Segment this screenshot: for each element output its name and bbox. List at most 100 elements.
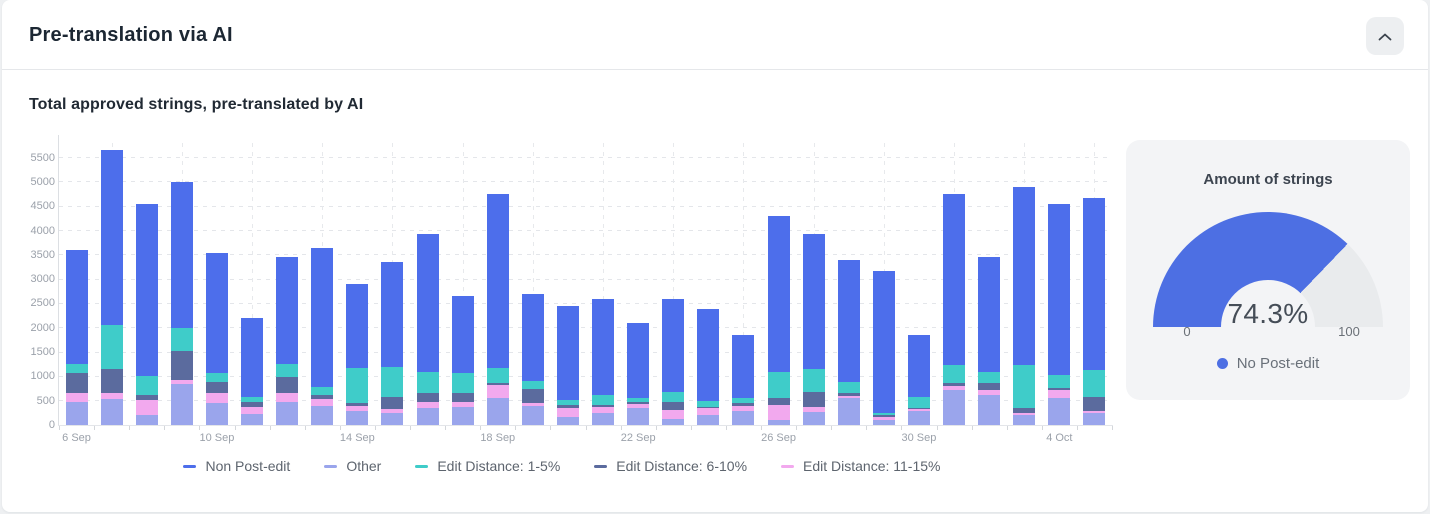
bar-segment[interactable] <box>311 394 334 400</box>
bar-segment[interactable] <box>592 298 615 395</box>
bar-segment[interactable] <box>135 400 158 415</box>
bar-segment[interactable] <box>732 398 755 403</box>
bar-segment[interactable] <box>65 372 88 393</box>
bar-segment[interactable] <box>697 408 720 416</box>
bar-segment[interactable] <box>170 379 193 385</box>
bar-segment[interactable] <box>65 392 88 402</box>
bar-segment[interactable] <box>872 419 895 425</box>
bar-segment[interactable] <box>135 203 158 376</box>
bar-segment[interactable] <box>662 409 685 420</box>
bar-segment[interactable] <box>205 253 228 373</box>
bar-segment[interactable] <box>170 384 193 425</box>
bar-19 Sep[interactable] <box>521 293 544 425</box>
bar-1 Oct[interactable] <box>943 194 966 425</box>
bar-segment[interactable] <box>662 401 685 410</box>
bar-segment[interactable] <box>451 372 474 394</box>
bar-segment[interactable] <box>592 394 615 406</box>
bar-segment[interactable] <box>767 405 790 420</box>
bar-segment[interactable] <box>872 270 895 413</box>
bar-segment[interactable] <box>135 414 158 425</box>
bar-11 Sep[interactable] <box>241 318 264 425</box>
bar-segment[interactable] <box>732 335 755 399</box>
bar-segment[interactable] <box>416 233 439 372</box>
bar-15 Sep[interactable] <box>381 262 404 425</box>
bar-segment[interactable] <box>416 408 439 425</box>
bar-segment[interactable] <box>311 386 334 395</box>
bar-segment[interactable] <box>1013 364 1036 408</box>
bar-segment[interactable] <box>732 405 755 411</box>
bar-segment[interactable] <box>451 296 474 373</box>
bar-segment[interactable] <box>732 402 755 406</box>
bar-25 Sep[interactable] <box>732 335 755 425</box>
bar-segment[interactable] <box>802 406 825 412</box>
legend-item[interactable]: Edit Distance: 1-5% <box>415 458 560 474</box>
bar-segment[interactable] <box>1013 186 1036 365</box>
bar-22 Sep[interactable] <box>627 322 650 425</box>
bar-segment[interactable] <box>381 397 404 410</box>
bar-segment[interactable] <box>697 400 720 407</box>
collapse-button[interactable] <box>1366 17 1404 55</box>
bar-segment[interactable] <box>978 390 1001 395</box>
bar-16 Sep[interactable] <box>416 233 439 425</box>
bar-segment[interactable] <box>416 393 439 402</box>
bar-segment[interactable] <box>837 381 860 394</box>
bar-segment[interactable] <box>697 406 720 409</box>
bar-segment[interactable] <box>241 401 264 407</box>
bar-segment[interactable] <box>627 398 650 402</box>
bar-segment[interactable] <box>978 257 1001 372</box>
bar-18 Sep[interactable] <box>486 194 509 425</box>
bar-segment[interactable] <box>767 215 790 372</box>
bar-14 Sep[interactable] <box>346 284 369 425</box>
bar-segment[interactable] <box>521 389 544 403</box>
bar-segment[interactable] <box>241 406 264 414</box>
bar-segment[interactable] <box>486 194 509 369</box>
bar-segment[interactable] <box>627 404 650 409</box>
bar-segment[interactable] <box>907 396 930 408</box>
bar-30 Sep[interactable] <box>907 335 930 425</box>
bar-segment[interactable] <box>837 398 860 425</box>
bar-segment[interactable] <box>1013 412 1036 416</box>
bar-segment[interactable] <box>1083 410 1106 413</box>
bar-segment[interactable] <box>872 412 895 416</box>
bar-20 Sep[interactable] <box>556 305 579 425</box>
legend-item[interactable]: Non Post-edit <box>183 458 290 474</box>
bar-segment[interactable] <box>1083 397 1106 411</box>
bar-segment[interactable] <box>837 395 860 399</box>
bar-segment[interactable] <box>627 401 650 405</box>
bar-segment[interactable] <box>416 401 439 409</box>
bar-segment[interactable] <box>592 412 615 425</box>
bar-segment[interactable] <box>662 419 685 425</box>
bar-segment[interactable] <box>627 322 650 399</box>
bar-segment[interactable] <box>943 364 966 384</box>
bar-segment[interactable] <box>1048 374 1071 389</box>
bar-segment[interactable] <box>346 406 369 411</box>
bar-segment[interactable] <box>1083 412 1106 425</box>
bar-segment[interactable] <box>802 234 825 370</box>
bar-segment[interactable] <box>521 293 544 381</box>
bar-segment[interactable] <box>556 405 579 409</box>
bar-segment[interactable] <box>521 402 544 407</box>
bar-17 Sep[interactable] <box>451 296 474 425</box>
bar-segment[interactable] <box>346 368 369 404</box>
bar-segment[interactable] <box>311 399 334 407</box>
bar-segment[interactable] <box>486 368 509 383</box>
bar-segment[interactable] <box>521 406 544 425</box>
bar-segment[interactable] <box>907 410 930 425</box>
bar-segment[interactable] <box>872 415 895 418</box>
bar-segment[interactable] <box>135 375 158 395</box>
bar-segment[interactable] <box>241 318 264 398</box>
bar-segment[interactable] <box>100 399 123 425</box>
bar-segment[interactable] <box>65 401 88 425</box>
bar-segment[interactable] <box>943 385 966 390</box>
bar-segment[interactable] <box>592 406 615 413</box>
bar-segment[interactable] <box>311 406 334 425</box>
bar-segment[interactable] <box>907 409 930 411</box>
bar-segment[interactable] <box>662 391 685 402</box>
bar-segment[interactable] <box>907 407 930 410</box>
bar-segment[interactable] <box>907 335 930 397</box>
bar-segment[interactable] <box>205 372 228 383</box>
bar-segment[interactable] <box>872 417 895 420</box>
bar-segment[interactable] <box>346 403 369 407</box>
bar-segment[interactable] <box>451 401 474 407</box>
bar-segment[interactable] <box>1013 407 1036 413</box>
